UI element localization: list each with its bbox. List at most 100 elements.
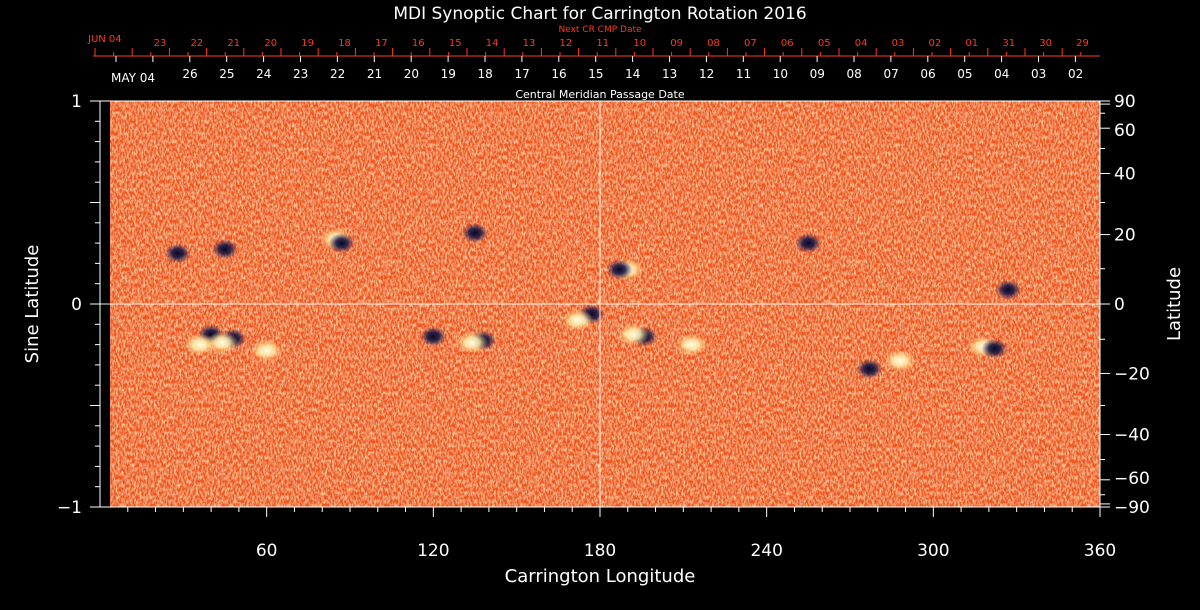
y-right-tick-label: 90 xyxy=(1114,92,1136,112)
cmp-date: 02 xyxy=(1068,67,1083,81)
x-tick-label: 60 xyxy=(256,541,278,561)
negative-polarity-region xyxy=(462,222,488,243)
next-cr-date: 06 xyxy=(781,38,794,49)
cmp-date: 07 xyxy=(883,67,898,81)
positive-polarity-region xyxy=(884,349,916,372)
cmp-date: 15 xyxy=(588,67,603,81)
y-axis-left-label: Sine Latitude xyxy=(22,245,43,364)
next-cr-date: 23 xyxy=(154,38,167,49)
next-cr-date: 03 xyxy=(892,38,905,49)
cmp-date: 12 xyxy=(699,67,714,81)
cmp-date: 22 xyxy=(330,67,345,81)
top-axis: Next CR CMP Date JUN 04 23 22 21 20 19 18 17 16… xyxy=(87,25,1100,101)
negative-polarity-region xyxy=(212,239,238,260)
y-right-tick-label: 60 xyxy=(1114,121,1136,141)
cmp-date: 26 xyxy=(182,67,197,81)
guide-lines xyxy=(100,101,1100,507)
y-left-tick-label: 0 xyxy=(71,295,82,315)
next-cr-date: 16 xyxy=(412,38,425,49)
x-tick-label: 240 xyxy=(750,541,782,561)
next-cr-date: 17 xyxy=(375,38,388,49)
next-cr-date: 22 xyxy=(191,38,204,49)
negative-polarity-region xyxy=(420,326,447,347)
positive-polarity-region xyxy=(675,333,708,356)
next-cr-date: 10 xyxy=(633,38,646,49)
chart-title: MDI Synoptic Chart for Carrington Rotati… xyxy=(393,4,806,24)
cmp-date: 24 xyxy=(256,67,271,81)
y-right-tick-label: −60 xyxy=(1114,469,1150,489)
y-right-tick-label: −20 xyxy=(1114,364,1150,384)
magnetic-regions xyxy=(164,222,1022,379)
cmp-date: 18 xyxy=(478,67,493,81)
y-left-tick-label: −1 xyxy=(57,498,82,518)
negative-polarity-region xyxy=(164,243,191,264)
negative-polarity-region xyxy=(795,233,822,254)
positive-polarity-region xyxy=(561,309,594,332)
next-cr-date: 05 xyxy=(818,38,831,49)
cmp-date: 23 xyxy=(293,67,308,81)
positive-polarity-region xyxy=(206,331,239,354)
x-tick-label: 300 xyxy=(917,541,949,561)
cmp-date: 25 xyxy=(219,67,234,81)
next-cr-date: 31 xyxy=(1002,38,1015,49)
next-cr-date: 12 xyxy=(560,38,573,49)
negative-polarity-region xyxy=(606,259,633,280)
next-cr-month-label: JUN 04 xyxy=(87,34,122,45)
next-cr-date: 08 xyxy=(707,38,720,49)
x-axis-label: Carrington Longitude xyxy=(505,566,696,587)
cmp-date: 21 xyxy=(367,67,382,81)
cmp-date: 10 xyxy=(773,67,788,81)
next-cr-date: 13 xyxy=(523,38,536,49)
cmp-date: 05 xyxy=(957,67,972,81)
cmp-date: 14 xyxy=(625,67,640,81)
next-cr-date: 07 xyxy=(744,38,757,49)
y-left-tick-label: 1 xyxy=(71,92,82,112)
y-axis-left: 1 0 −1 xyxy=(57,92,100,518)
next-cr-cmp-label: Next CR CMP Date xyxy=(558,25,642,35)
cmp-date: 13 xyxy=(662,67,677,81)
next-cr-date: 09 xyxy=(670,38,683,49)
cmp-date: 04 xyxy=(994,67,1009,81)
y-right-tick-label: 40 xyxy=(1114,165,1136,185)
cmp-date: 17 xyxy=(514,67,529,81)
negative-polarity-region xyxy=(995,279,1022,300)
cmp-date: 19 xyxy=(441,67,456,81)
next-cr-date: 11 xyxy=(596,38,609,49)
next-cr-date: 14 xyxy=(486,38,499,49)
x-axis: 60 120 180 240 300 360 xyxy=(127,507,1116,561)
y-right-tick-label: −90 xyxy=(1114,498,1150,518)
next-cr-date: 01 xyxy=(965,38,978,49)
cmp-date: 03 xyxy=(1031,67,1046,81)
negative-polarity-region xyxy=(856,358,883,379)
positive-polarity-region xyxy=(456,331,489,354)
x-tick-label: 180 xyxy=(584,541,616,561)
next-cr-date: 18 xyxy=(338,38,351,49)
cmp-month-label: MAY 04 xyxy=(111,71,155,85)
cmp-date: 09 xyxy=(810,67,825,81)
negative-polarity-region xyxy=(981,338,1008,359)
next-cr-date: 20 xyxy=(264,38,277,49)
next-cr-date: 04 xyxy=(855,38,868,49)
positive-polarity-region xyxy=(250,339,283,362)
y-right-tick-label: 0 xyxy=(1114,295,1125,315)
y-right-tick-label: 20 xyxy=(1114,226,1136,246)
x-tick-label: 360 xyxy=(1084,541,1116,561)
y-axis-right-label: Latitude xyxy=(1164,267,1185,341)
x-tick-label: 120 xyxy=(417,541,449,561)
next-cr-date: 19 xyxy=(301,38,314,49)
cmp-date: 11 xyxy=(736,67,751,81)
next-cr-date: 15 xyxy=(449,38,462,49)
y-axis-right: 90 60 40 20 0 −20 −40 −60 −90 xyxy=(1100,92,1150,518)
positive-polarity-region xyxy=(617,323,650,346)
next-cr-date: 02 xyxy=(929,38,942,49)
cmp-axis-label: Central Meridian Passage Date xyxy=(515,88,684,101)
next-cr-date: 29 xyxy=(1076,38,1089,49)
cmp-date: 06 xyxy=(920,67,935,81)
cmp-date: 16 xyxy=(551,67,566,81)
next-cr-date: 21 xyxy=(227,38,240,49)
cmp-date: 20 xyxy=(404,67,419,81)
next-cr-date: 30 xyxy=(1039,38,1052,49)
negative-polarity-region xyxy=(328,233,355,254)
cmp-date: 08 xyxy=(847,67,862,81)
